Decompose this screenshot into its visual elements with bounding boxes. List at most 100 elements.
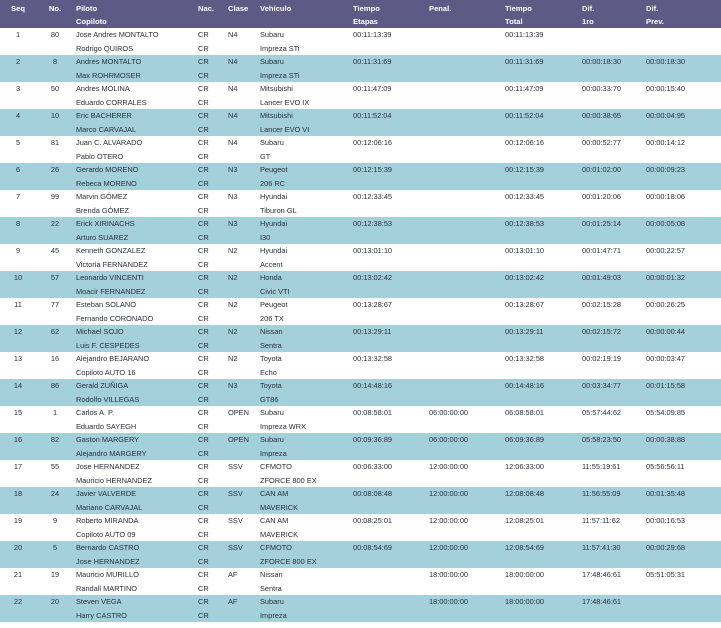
cell-dif-prev: 05:56:56:11	[644, 460, 721, 487]
header-dif-1ro: Dif. 1ro	[580, 0, 644, 28]
table-row: 14 86 Gerald ZUÑIGA Rodolfo VILLEGAS CR CR N3 T…	[0, 379, 721, 406]
cell-tiempo-total: 00:13:01:10	[503, 244, 580, 271]
cell-dif-1ro: 00:01:47:71	[580, 244, 644, 271]
cell-nac: CR CR	[196, 568, 226, 595]
cell-seq: 6	[0, 163, 36, 190]
cell-nac-nac1: CR	[198, 597, 209, 606]
cell-tiempo-etapas-etapas: 00:12:38:53	[353, 219, 393, 228]
cell-dif-prev-difprev: 00:01:35:48	[646, 489, 686, 498]
cell-seq: 5	[0, 136, 36, 163]
cell-dif-1ro-dif1ro: 05:57:44:62	[582, 408, 622, 417]
cell-no-no: 5	[52, 543, 58, 552]
cell-penal	[427, 244, 503, 271]
cell-vehiculo: Toyota GT86	[258, 379, 351, 406]
cell-nac-nac2: CR	[198, 97, 209, 107]
cell-piloto: Juan C. ALVARADO Pablo OTERO	[74, 136, 196, 163]
cell-seq-seq: 21	[13, 570, 23, 579]
cell-piloto: Bernardo CASTRO Jose HERNANDEZ	[74, 541, 196, 568]
cell-piloto-piloto: Eric BACHERER	[76, 111, 132, 120]
cell-nac-nac1: CR	[198, 246, 209, 255]
cell-tiempo-etapas-etapas: 00:08:58:01	[353, 408, 393, 417]
cell-piloto-piloto: Esteban SOLANO	[76, 300, 136, 309]
cell-vehiculo: CFMOTO ZFORCE 800 EX	[258, 541, 351, 568]
cell-dif-1ro-dif1ro: 11:57:11:62	[582, 516, 620, 525]
cell-dif-prev: 00:00:29:68	[644, 541, 721, 568]
cell-tiempo-etapas-etapas: 00:11:47:09	[353, 84, 392, 93]
cell-clase-clase: N3	[228, 165, 238, 174]
cell-clase: N2	[226, 271, 258, 298]
cell-tiempo-total: 06:09:36:89	[503, 433, 580, 460]
cell-piloto: Leonardo VINCENTI Moacir FERNANDEZ	[74, 271, 196, 298]
cell-tiempo-etapas: 00:12:06:16	[351, 136, 427, 163]
table-row: 11 77 Esteban SOLANO Fernando CORONADO CR CR N…	[0, 298, 721, 325]
cell-tiempo-total: 00:13:32:58	[503, 352, 580, 379]
cell-no-no: 10	[50, 111, 60, 120]
cell-dif-1ro: 11:56:55:09	[580, 487, 644, 514]
cell-no-no: 24	[50, 489, 60, 498]
cell-penal	[427, 352, 503, 379]
cell-seq-seq: 13	[13, 354, 23, 363]
cell-dif-1ro-dif1ro: 05:58:23:50	[582, 435, 622, 444]
cell-piloto: Michael SOJO Luis F. CESPEDES	[74, 325, 196, 352]
cell-piloto-copiloto: Marco CARVAJAL	[76, 124, 137, 134]
cell-tiempo-total-total: 06:09:36:89	[505, 435, 545, 444]
cell-tiempo-total: 12:06:33:00	[503, 460, 580, 487]
cell-seq: 4	[0, 109, 36, 136]
cell-nac-nac1: CR	[198, 84, 209, 93]
cell-seq-seq: 12	[13, 327, 23, 336]
cell-tiempo-etapas: 00:13:28:67	[351, 298, 427, 325]
cell-tiempo-etapas: 00:08:58:01	[351, 406, 427, 433]
cell-vehiculo-veh2: MAVERICK	[260, 529, 299, 539]
cell-nac-nac2: CR	[198, 232, 209, 242]
table-row: 5 81 Juan C. ALVARADO Pablo OTERO CR CR N4 Suba…	[0, 136, 721, 163]
cell-no-no: 20	[50, 597, 60, 606]
cell-no-no: 50	[50, 84, 60, 93]
cell-tiempo-total-total: 18:00:00:00	[505, 570, 545, 579]
cell-nac-nac2: CR	[198, 421, 209, 431]
cell-nac: CR CR	[196, 217, 226, 244]
cell-piloto-piloto: Steven VEGA	[76, 597, 122, 606]
cell-no: 8	[36, 55, 74, 82]
header-piloto: Piloto Copiloto	[74, 0, 196, 28]
cell-tiempo-total-total: 00:13:01:10	[505, 246, 545, 255]
cell-tiempo-etapas-etapas: 00:14:48:16	[353, 381, 393, 390]
cell-tiempo-etapas-etapas: 00:09:36:89	[353, 435, 393, 444]
cell-piloto-copiloto: Mauricio HERNANDEZ	[76, 475, 152, 485]
cell-dif-1ro-dif1ro: 00:01:20:06	[582, 192, 622, 201]
cell-piloto: Gerardo MORENO Rebeca MORENO	[74, 163, 196, 190]
cell-nac: CR CR	[196, 514, 226, 541]
table-row: 18 24 Javier VALVERDE Mariano CARVAJAL CR CR S…	[0, 487, 721, 514]
cell-dif-prev-difprev: 05:51:05:31	[646, 570, 686, 579]
cell-dif-1ro: 00:02:15:28	[580, 298, 644, 325]
cell-nac-nac2: CR	[198, 610, 209, 620]
cell-piloto: Erick XIRINACHS Arturo SUAREZ	[74, 217, 196, 244]
cell-no-no: 62	[50, 327, 60, 336]
cell-vehiculo-veh2: ZFORCE 800 EX	[260, 556, 317, 566]
cell-clase-clase: SSV	[228, 489, 243, 498]
cell-clase-clase: N2	[228, 300, 238, 309]
cell-piloto-piloto: Mauricio MURILLO	[76, 570, 139, 579]
cell-dif-1ro-dif1ro: 11:56:55:09	[582, 489, 621, 498]
cell-tiempo-total: 00:12:15:39	[503, 163, 580, 190]
cell-no: 20	[36, 595, 74, 622]
cell-seq: 3	[0, 82, 36, 109]
table-row: 16 82 Gaston MARGERY Alejandro MARGERY CR CR O…	[0, 433, 721, 460]
cell-clase: SSV	[226, 460, 258, 487]
cell-piloto: Gaston MARGERY Alejandro MARGERY	[74, 433, 196, 460]
cell-seq-seq: 9	[15, 246, 21, 255]
cell-nac: CR CR	[196, 433, 226, 460]
cell-seq: 22	[0, 595, 36, 622]
cell-penal	[427, 55, 503, 82]
cell-dif-1ro-dif1ro: 00:00:33:70	[582, 84, 622, 93]
cell-no: 57	[36, 271, 74, 298]
cell-dif-1ro-dif1ro: 00:02:15:72	[582, 327, 622, 336]
cell-piloto: Andres MOLINA Eduardo CORRALES	[74, 82, 196, 109]
cell-vehiculo-veh2: Impreza STi	[260, 70, 300, 80]
cell-clase-clase: N4	[228, 138, 238, 147]
cell-clase-clase: SSV	[228, 516, 243, 525]
cell-nac-nac1: CR	[198, 462, 209, 471]
cell-vehiculo-veh1: Mitsubishi	[260, 111, 293, 120]
cell-nac: CR CR	[196, 352, 226, 379]
cell-penal	[427, 82, 503, 109]
cell-vehiculo-veh2: Impreza WRX	[260, 421, 306, 431]
